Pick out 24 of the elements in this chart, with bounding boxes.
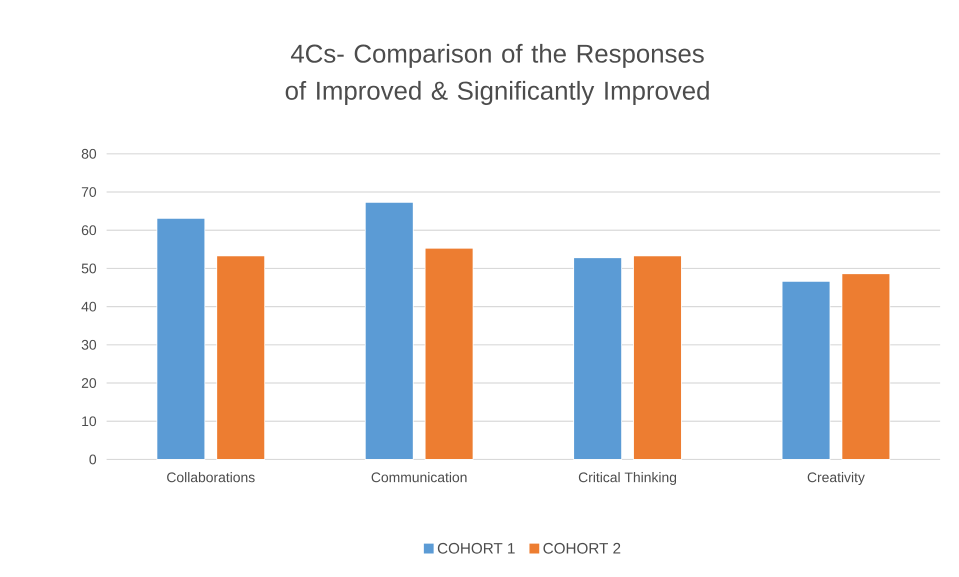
- y-tick-label: 20: [82, 378, 96, 388]
- chart-title: 4Cs- Comparison of the Responses of Improved & Significantly Improved: [286, 44, 709, 106]
- x-tick-label: Collaborations: [167, 472, 255, 482]
- bar: [216, 256, 266, 460]
- y-tick-label: 80: [82, 149, 96, 159]
- y-tick-label: 60: [82, 226, 96, 236]
- x-tick-label: Creativity: [808, 472, 865, 486]
- y-tick-label: 50: [82, 264, 96, 274]
- y-tick-label: 40: [81, 302, 96, 312]
- x-tick-label: Communication: [372, 472, 467, 482]
- bar: [573, 258, 622, 460]
- bar: [782, 281, 830, 460]
- bar: [633, 256, 682, 460]
- y-tick-label: 70: [82, 187, 96, 198]
- y-tick-label: 0: [89, 454, 96, 465]
- bar: [424, 248, 474, 460]
- bar: [364, 202, 414, 460]
- legend-label: COHORT 1: [438, 543, 515, 554]
- legend-label: COHORT 2: [543, 543, 620, 554]
- y-tick-label: 10: [82, 416, 96, 426]
- bar: [156, 218, 206, 460]
- x-tick-label: Critical Thinking: [578, 472, 676, 486]
- bar: [842, 274, 890, 460]
- y-tick-label: 30: [82, 340, 96, 350]
